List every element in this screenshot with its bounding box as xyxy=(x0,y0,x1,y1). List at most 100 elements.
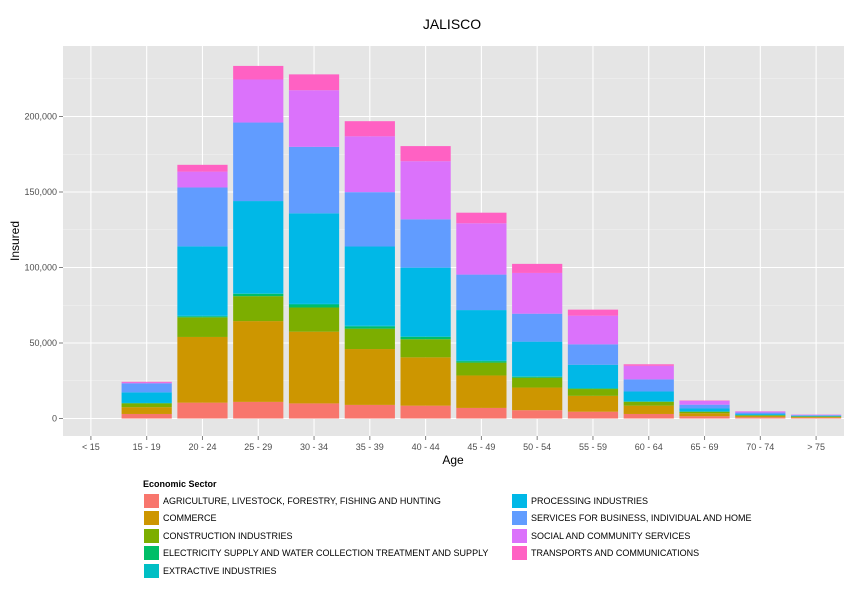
legend-swatch xyxy=(143,492,160,509)
x-axis-label: Age xyxy=(442,453,464,467)
x-tick-label: 40 - 44 xyxy=(412,442,440,452)
bar-segment xyxy=(121,381,172,383)
bar-segment xyxy=(121,413,172,419)
y-tick-label: 200,000 xyxy=(24,112,57,122)
bar-segment xyxy=(400,267,451,337)
bar-segment xyxy=(121,392,172,403)
bar-segment xyxy=(512,272,563,314)
bar-segment xyxy=(567,411,619,419)
bar-segment xyxy=(344,136,395,193)
bar-segment xyxy=(456,274,507,311)
bar-segment xyxy=(177,402,228,419)
legend-label: CONSTRUCTION INDUSTRIES xyxy=(163,530,293,541)
bar-segment xyxy=(623,401,674,406)
bar-segment xyxy=(177,246,228,316)
bar-segment xyxy=(735,411,786,413)
legend-title: Economic Sector xyxy=(143,479,217,489)
legend-swatch xyxy=(511,527,528,544)
y-tick-label: 0 xyxy=(52,414,57,424)
bar-segment xyxy=(456,310,507,361)
x-tick-label: 15 - 19 xyxy=(133,442,161,452)
x-tick-label: 20 - 24 xyxy=(188,442,216,452)
bar-segment xyxy=(456,362,507,376)
bar-segment xyxy=(512,410,563,419)
bar-segment xyxy=(177,336,228,403)
bar-segment xyxy=(344,246,395,326)
bar-segment xyxy=(679,408,730,412)
y-tick-label: 100,000 xyxy=(24,263,57,273)
legend-item: AGRICULTURE, LIVESTOCK, FORESTRY, FISHIN… xyxy=(143,492,511,510)
legend-label: AGRICULTURE, LIVESTOCK, FORESTRY, FISHIN… xyxy=(163,495,441,506)
x-tick-label: 25 - 29 xyxy=(244,442,272,452)
bar-segment xyxy=(623,365,674,380)
bar-segment xyxy=(288,331,340,404)
bar-segment xyxy=(121,403,172,408)
bar-segment xyxy=(567,389,619,396)
chart-title: JALISCO xyxy=(423,16,481,32)
bar-segment xyxy=(288,303,340,305)
legend-column-1: AGRICULTURE, LIVESTOCK, FORESTRY, FISHIN… xyxy=(143,492,511,580)
bar-segment xyxy=(177,171,228,188)
bar-segment xyxy=(512,341,563,377)
bar-segment xyxy=(233,296,284,322)
bar-segment xyxy=(623,413,674,419)
bar-segment xyxy=(623,364,674,366)
legend-label: PROCESSING INDUSTRIES xyxy=(531,495,649,506)
bar-segment xyxy=(567,395,619,412)
legend-swatch xyxy=(511,545,528,562)
bar-segment xyxy=(400,357,451,406)
bar-segment xyxy=(177,187,228,247)
legend-item: EXTRACTIVE INDUSTRIES xyxy=(143,562,511,580)
bar-segment xyxy=(512,377,563,388)
x-tick-label: 50 - 54 xyxy=(523,442,551,452)
bar-segment xyxy=(791,415,842,417)
bar-segment xyxy=(121,407,172,414)
legend-label: TRANSPORTS AND COMMUNICATIONS xyxy=(531,548,700,559)
x-tick-label: > 75 xyxy=(807,442,825,452)
bar-segment xyxy=(344,325,395,327)
bar-segment xyxy=(400,146,451,162)
bar-segment xyxy=(791,416,842,418)
bar-segment xyxy=(623,379,674,392)
bar-segment xyxy=(567,315,619,345)
bar-segment xyxy=(456,407,507,419)
legend-swatch xyxy=(143,545,160,562)
legend-label: SOCIAL AND COMMUNITY SERVICES xyxy=(531,530,691,541)
x-tick-label: 35 - 39 xyxy=(356,442,384,452)
bar-segment xyxy=(233,321,284,402)
x-tick-label: 70 - 74 xyxy=(746,442,774,452)
x-tick-label: < 15 xyxy=(82,442,100,452)
legend-item: SOCIAL AND COMMUNITY SERVICES xyxy=(511,527,752,545)
bar-segment xyxy=(567,344,619,365)
bar-segment xyxy=(623,405,674,414)
bar-segment xyxy=(456,212,507,224)
bar-segment xyxy=(233,79,284,123)
bar-segment xyxy=(456,375,507,408)
bar-segment xyxy=(791,415,842,416)
bar-segment xyxy=(121,383,172,393)
legend-label: ELECTRICITY SUPPLY AND WATER COLLECTION … xyxy=(163,548,489,559)
legend-item: ELECTRICITY SUPPLY AND WATER COLLECTION … xyxy=(143,545,511,563)
bar-segment xyxy=(400,219,451,268)
bar-segment xyxy=(679,413,730,417)
bar-segment xyxy=(735,415,786,417)
bar-segment xyxy=(121,382,172,384)
y-axis: 0 50,000 100,000 150,000 200,000 xyxy=(24,112,63,424)
bar-segment xyxy=(288,403,340,419)
bar-segment xyxy=(288,213,340,304)
bar-segment xyxy=(233,293,284,294)
y-tick-label: 50,000 xyxy=(29,338,57,348)
legend-swatch xyxy=(143,562,160,579)
bar-segment xyxy=(288,307,340,332)
bar-segment xyxy=(400,405,451,419)
bar-segment xyxy=(288,146,340,214)
legend-item: TRANSPORTS AND COMMUNICATIONS xyxy=(511,545,752,563)
bar-segment xyxy=(233,122,284,202)
bar-segment xyxy=(344,328,395,350)
legend-swatch xyxy=(143,527,160,544)
bar-segment xyxy=(512,376,563,378)
bar-segment xyxy=(344,326,395,329)
bar-segment xyxy=(735,417,786,419)
bar-segment xyxy=(567,388,619,390)
